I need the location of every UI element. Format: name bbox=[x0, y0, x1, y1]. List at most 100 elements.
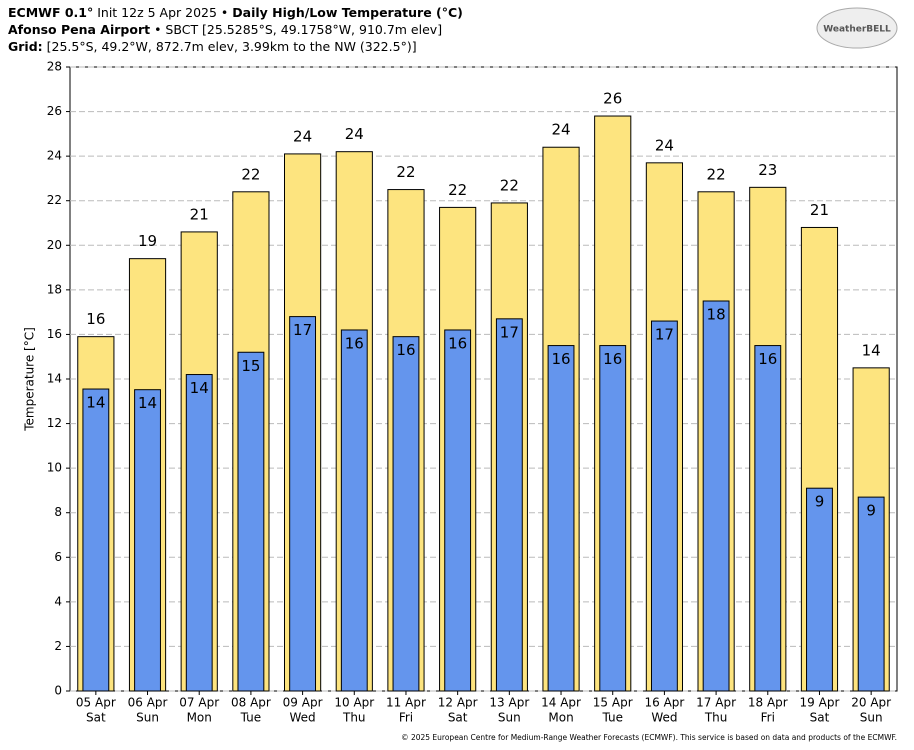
low-label: 17 bbox=[500, 323, 519, 341]
model: ECMWF 0.1° bbox=[8, 5, 93, 20]
logo: WeatherBELL bbox=[823, 25, 891, 35]
high-label: 24 bbox=[551, 121, 570, 139]
y-tick-label: 10 bbox=[47, 461, 62, 475]
low-bar bbox=[702, 300, 730, 692]
x-tick-label: 12 Apr bbox=[438, 696, 478, 710]
x-tick-label: 19 Apr bbox=[800, 696, 840, 710]
x-tick-label: 06 Apr bbox=[128, 696, 168, 710]
x-weekday-label: Thu bbox=[704, 711, 728, 725]
x-tick-label: 05 Apr bbox=[76, 696, 116, 710]
y-tick-label: 18 bbox=[47, 282, 62, 296]
y-tick-label: 2 bbox=[54, 639, 62, 653]
low-label: 9 bbox=[815, 493, 825, 511]
y-tick-label: 24 bbox=[47, 149, 62, 163]
low-bar bbox=[340, 329, 368, 692]
x-weekday-label: Mon bbox=[187, 711, 212, 725]
x-tick-label: 20 Apr bbox=[851, 696, 891, 710]
x-tick-label: 18 Apr bbox=[748, 696, 788, 710]
low-bar bbox=[134, 389, 161, 692]
low-bar bbox=[547, 345, 575, 692]
x-weekday-label: Sat bbox=[448, 711, 468, 725]
x-weekday-label: Tue bbox=[601, 711, 623, 725]
high-label: 24 bbox=[655, 136, 674, 154]
x-tick-label: 14 Apr bbox=[541, 696, 581, 710]
y-tick-label: 4 bbox=[54, 594, 62, 608]
low-bar bbox=[495, 318, 523, 692]
x-tick-label: 15 Apr bbox=[593, 696, 633, 710]
station-info: • SBCT [25.5285°S, 49.1758°W, 910.7m ele… bbox=[150, 22, 442, 37]
low-label: 16 bbox=[758, 350, 777, 368]
x-weekday-label: Sun bbox=[860, 711, 883, 725]
low-bar bbox=[599, 345, 627, 692]
x-tick-label: 10 Apr bbox=[334, 696, 374, 710]
x-weekday-label: Mon bbox=[548, 711, 573, 725]
high-label: 16 bbox=[86, 310, 105, 328]
low-bar bbox=[806, 487, 833, 692]
y-tick-label: 16 bbox=[47, 327, 62, 341]
high-label: 22 bbox=[500, 176, 519, 194]
high-label: 21 bbox=[190, 205, 209, 223]
x-weekday-label: Sat bbox=[810, 711, 830, 725]
x-weekday-label: Sat bbox=[86, 711, 106, 725]
x-weekday-label: Tue bbox=[240, 711, 262, 725]
y-tick-label: 12 bbox=[47, 416, 62, 430]
low-label: 15 bbox=[241, 357, 260, 375]
low-label: 16 bbox=[345, 334, 364, 352]
header-line1: ECMWF 0.1° Init 12z 5 Apr 2025 • Daily H… bbox=[8, 5, 463, 20]
high-label: 26 bbox=[603, 90, 622, 108]
x-tick-label: 17 Apr bbox=[696, 696, 736, 710]
y-tick-label: 28 bbox=[47, 60, 62, 74]
high-label: 23 bbox=[758, 161, 777, 179]
low-label: 16 bbox=[448, 334, 467, 352]
low-label: 16 bbox=[603, 350, 622, 368]
low-bar bbox=[237, 351, 265, 692]
high-label: 22 bbox=[396, 163, 415, 181]
low-bar bbox=[857, 496, 885, 692]
x-weekday-label: Wed bbox=[290, 711, 316, 725]
x-weekday-label: Wed bbox=[651, 711, 677, 725]
low-label: 14 bbox=[86, 394, 105, 412]
high-label: 22 bbox=[448, 181, 467, 199]
x-tick-label: 07 Apr bbox=[179, 696, 219, 710]
low-bar bbox=[185, 374, 213, 692]
grid-label: Grid: bbox=[8, 39, 43, 54]
low-bar bbox=[289, 316, 317, 692]
header-line2: Afonso Pena Airport • SBCT [25.5285°S, 4… bbox=[8, 22, 442, 37]
logo-shape bbox=[816, 7, 898, 49]
footer: © 2025 European Centre for Medium-Range … bbox=[401, 733, 897, 742]
x-weekday-label: Thu bbox=[342, 711, 366, 725]
high-label: 14 bbox=[862, 341, 881, 359]
low-label: 16 bbox=[396, 341, 415, 359]
high-label: 24 bbox=[345, 125, 364, 143]
low-bar bbox=[82, 388, 110, 692]
chart-title: Daily High/Low Temperature (°C) bbox=[232, 5, 463, 20]
high-label: 24 bbox=[293, 127, 312, 145]
grid-info: [25.5°S, 49.2°W, 872.7m elev, 3.99km to … bbox=[43, 39, 417, 54]
y-tick-label: 8 bbox=[54, 505, 62, 519]
x-tick-label: 09 Apr bbox=[283, 696, 323, 710]
low-bar bbox=[392, 336, 420, 692]
low-bar bbox=[444, 329, 472, 692]
low-label: 9 bbox=[866, 502, 876, 520]
y-axis-label: Temperature [°C] bbox=[23, 327, 37, 432]
low-label: 16 bbox=[551, 350, 570, 368]
station: Afonso Pena Airport bbox=[8, 22, 150, 37]
header-line3: Grid: [25.5°S, 49.2°W, 872.7m elev, 3.99… bbox=[8, 39, 417, 54]
high-label: 22 bbox=[707, 165, 726, 183]
y-tick-label: 0 bbox=[54, 684, 62, 698]
low-label: 17 bbox=[655, 326, 674, 344]
low-bar bbox=[754, 345, 782, 692]
y-tick-label: 14 bbox=[47, 372, 62, 386]
low-label: 18 bbox=[707, 306, 726, 324]
y-tick-label: 20 bbox=[47, 238, 62, 252]
low-bar bbox=[650, 320, 678, 692]
y-tick-label: 22 bbox=[47, 193, 62, 207]
low-label: 17 bbox=[293, 321, 312, 339]
x-weekday-label: Sun bbox=[136, 711, 159, 725]
x-weekday-label: Fri bbox=[761, 711, 775, 725]
x-tick-label: 13 Apr bbox=[489, 696, 529, 710]
x-tick-label: 11 Apr bbox=[386, 696, 426, 710]
high-label: 19 bbox=[138, 232, 157, 250]
high-label: 21 bbox=[810, 201, 829, 219]
